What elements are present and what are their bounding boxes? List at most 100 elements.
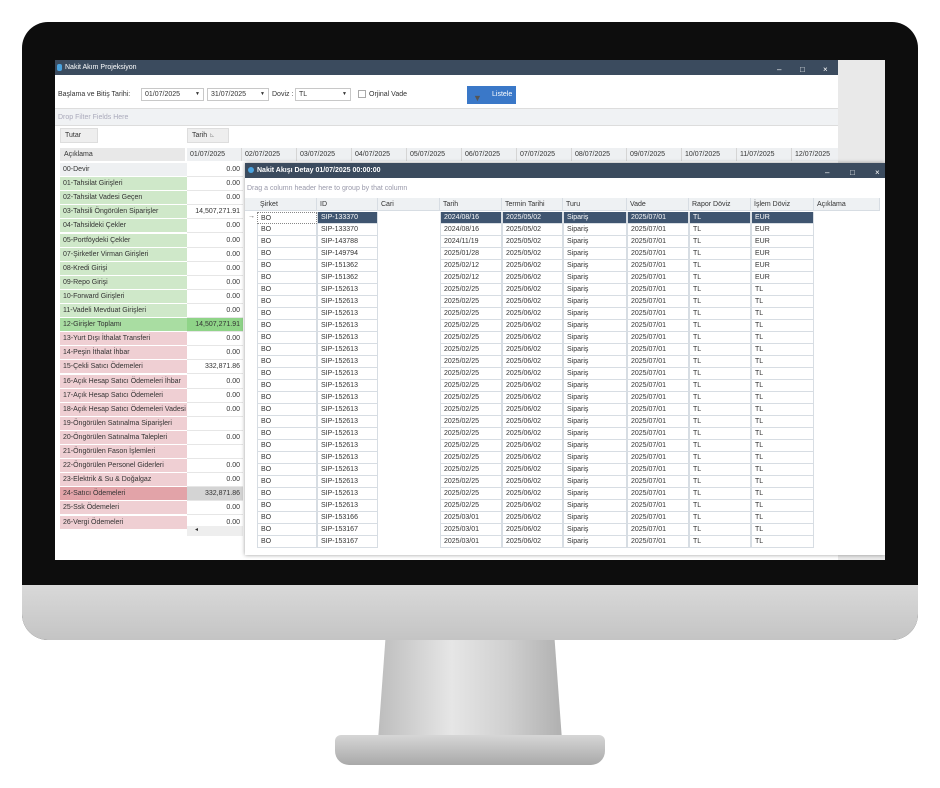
table-cell[interactable]: SIP-151362 <box>317 260 378 272</box>
row-label[interactable]: 02-Tahsilat Vadesi Geçen <box>60 191 187 206</box>
original-due-checkbox[interactable] <box>358 90 366 98</box>
table-cell[interactable]: BO <box>257 488 317 500</box>
table-cell[interactable]: 2024/08/16 <box>440 224 502 236</box>
table-cell[interactable]: 2025/06/02 <box>502 500 563 512</box>
column-header[interactable]: Şirket <box>257 198 317 211</box>
row-value[interactable]: 0.00 <box>187 233 243 248</box>
table-cell[interactable]: 2025/02/25 <box>440 368 502 380</box>
table-cell[interactable]: BO <box>257 344 317 356</box>
table-cell[interactable]: EUR <box>751 248 814 260</box>
table-cell[interactable]: TL <box>689 512 751 524</box>
table-cell[interactable]: BO <box>257 524 317 536</box>
table-cell[interactable]: 2025/02/25 <box>440 500 502 512</box>
table-cell[interactable]: SIP-153166 <box>317 512 378 524</box>
table-cell[interactable]: BO <box>257 284 317 296</box>
table-cell[interactable]: TL <box>751 476 814 488</box>
table-cell[interactable]: Sipariş <box>563 272 627 284</box>
table-cell[interactable]: TL <box>689 488 751 500</box>
filter-drop-area[interactable]: Drop Filter Fields Here <box>55 108 838 126</box>
table-cell[interactable]: TL <box>689 380 751 392</box>
table-cell[interactable]: 2025/07/01 <box>627 332 689 344</box>
table-cell[interactable]: 2025/07/01 <box>627 488 689 500</box>
row-value[interactable]: 0.00 <box>187 191 243 206</box>
table-cell[interactable]: Sipariş <box>563 500 627 512</box>
table-cell[interactable]: Sipariş <box>563 224 627 236</box>
table-row[interactable]: BO SIP-152613 2025/02/25 2025/06/02 Sipariş 2… <box>245 380 880 392</box>
table-cell[interactable]: SIP-133370 <box>317 224 378 236</box>
table-cell[interactable]: SIP-152613 <box>317 452 378 464</box>
table-cell[interactable]: 2025/07/01 <box>627 224 689 236</box>
table-cell[interactable]: SIP-149794 <box>317 248 378 260</box>
table-cell[interactable]: 2025/07/01 <box>627 500 689 512</box>
table-cell[interactable]: TL <box>689 236 751 248</box>
end-date-picker[interactable]: 31/07/2025 ▼ <box>207 88 269 101</box>
table-cell[interactable]: TL <box>689 212 751 224</box>
table-cell[interactable]: 2025/01/28 <box>440 248 502 260</box>
table-cell[interactable]: SIP-152613 <box>317 368 378 380</box>
table-cell[interactable]: BO <box>257 272 317 284</box>
table-cell[interactable]: TL <box>751 500 814 512</box>
table-cell[interactable]: 2025/07/01 <box>627 368 689 380</box>
table-cell[interactable]: 2025/06/02 <box>502 368 563 380</box>
table-cell[interactable]: SIP-152613 <box>317 488 378 500</box>
date-column-header[interactable]: 10/07/2025 <box>682 148 737 161</box>
row-value[interactable]: 0.00 <box>187 304 243 318</box>
table-cell[interactable]: Sipariş <box>563 296 627 308</box>
table-row[interactable]: BO SIP-152613 2025/02/25 2025/06/02 Sipariş 2… <box>245 308 880 320</box>
table-cell[interactable]: SIP-152613 <box>317 308 378 320</box>
column-header[interactable]: ID <box>317 198 378 211</box>
table-cell[interactable]: TL <box>689 440 751 452</box>
table-cell[interactable]: TL <box>689 368 751 380</box>
date-column-header[interactable]: 01/07/2025 <box>187 148 242 161</box>
maximize-button[interactable]: □ <box>800 65 805 74</box>
close-button[interactable]: × <box>823 65 828 74</box>
row-label[interactable]: 01-Tahsilat Girişleri <box>60 177 187 192</box>
table-cell[interactable]: TL <box>689 452 751 464</box>
table-cell[interactable]: 2025/07/01 <box>627 404 689 416</box>
table-cell[interactable]: 2025/07/01 <box>627 428 689 440</box>
table-cell[interactable]: 2025/06/02 <box>502 320 563 332</box>
row-label[interactable]: 11-Vadeli Mevduat Girişleri <box>60 304 187 318</box>
table-cell[interactable]: 2025/06/02 <box>502 380 563 392</box>
table-cell[interactable]: BO <box>257 248 317 260</box>
table-cell[interactable]: TL <box>751 428 814 440</box>
table-row[interactable]: BO SIP-152613 2025/02/25 2025/06/02 Sipariş 2… <box>245 500 880 512</box>
table-row[interactable]: BO SIP-153167 2025/03/01 2025/06/02 Sipariş 2… <box>245 536 880 548</box>
table-cell[interactable]: 2025/02/12 <box>440 260 502 272</box>
table-row[interactable]: BO SIP-152613 2025/02/25 2025/06/02 Sipariş 2… <box>245 416 880 428</box>
table-cell[interactable]: TL <box>689 284 751 296</box>
row-label[interactable]: 13-Yurt Dışı İthalat Transferi <box>60 332 187 347</box>
table-row[interactable]: BO SIP-152613 2025/02/25 2025/06/02 Sipariş 2… <box>245 344 880 356</box>
table-cell[interactable]: TL <box>689 416 751 428</box>
row-label[interactable]: 21-Öngörülen Fason İşlemleri <box>60 445 187 459</box>
maximize-button[interactable]: □ <box>850 168 855 177</box>
table-cell[interactable]: Sipariş <box>563 344 627 356</box>
table-cell[interactable]: BO <box>257 404 317 416</box>
table-cell[interactable]: TL <box>689 272 751 284</box>
row-label[interactable]: 07-Şirketler Virman Girişleri <box>60 247 187 262</box>
table-row[interactable]: BO SIP-152613 2025/02/25 2025/06/02 Sipariş 2… <box>245 332 880 344</box>
table-cell[interactable]: BO <box>257 416 317 428</box>
table-row[interactable]: BO SIP-152613 2025/02/25 2025/06/02 Sipariş 2… <box>245 392 880 404</box>
table-cell[interactable]: 2025/02/25 <box>440 464 502 476</box>
table-cell[interactable]: TL <box>751 308 814 320</box>
row-label[interactable]: 24-Satıcı Ödemeleri <box>60 487 187 502</box>
table-cell[interactable]: 2025/07/01 <box>627 296 689 308</box>
row-value[interactable]: 0.00 <box>187 275 243 290</box>
table-cell[interactable]: TL <box>751 368 814 380</box>
row-value[interactable]: 0.00 <box>187 247 243 262</box>
table-cell[interactable]: TL <box>751 524 814 536</box>
table-cell[interactable]: BO <box>257 536 317 548</box>
date-column-header[interactable]: 06/07/2025 <box>462 148 517 161</box>
table-cell[interactable]: Sipariş <box>563 416 627 428</box>
table-cell[interactable]: TL <box>751 380 814 392</box>
table-cell[interactable]: BO <box>257 296 317 308</box>
table-cell[interactable]: BO <box>257 356 317 368</box>
row-label[interactable]: 08-Kredi Girişi <box>60 261 187 276</box>
table-row[interactable]: BO SIP-143788 2024/11/19 2025/05/02 Sipariş 2… <box>245 236 880 248</box>
table-cell[interactable]: 2025/06/02 <box>502 284 563 296</box>
minimize-button[interactable]: – <box>777 65 782 74</box>
table-cell[interactable]: Sipariş <box>563 464 627 476</box>
table-cell[interactable]: 2025/06/02 <box>502 464 563 476</box>
table-cell[interactable]: BO <box>257 212 317 224</box>
